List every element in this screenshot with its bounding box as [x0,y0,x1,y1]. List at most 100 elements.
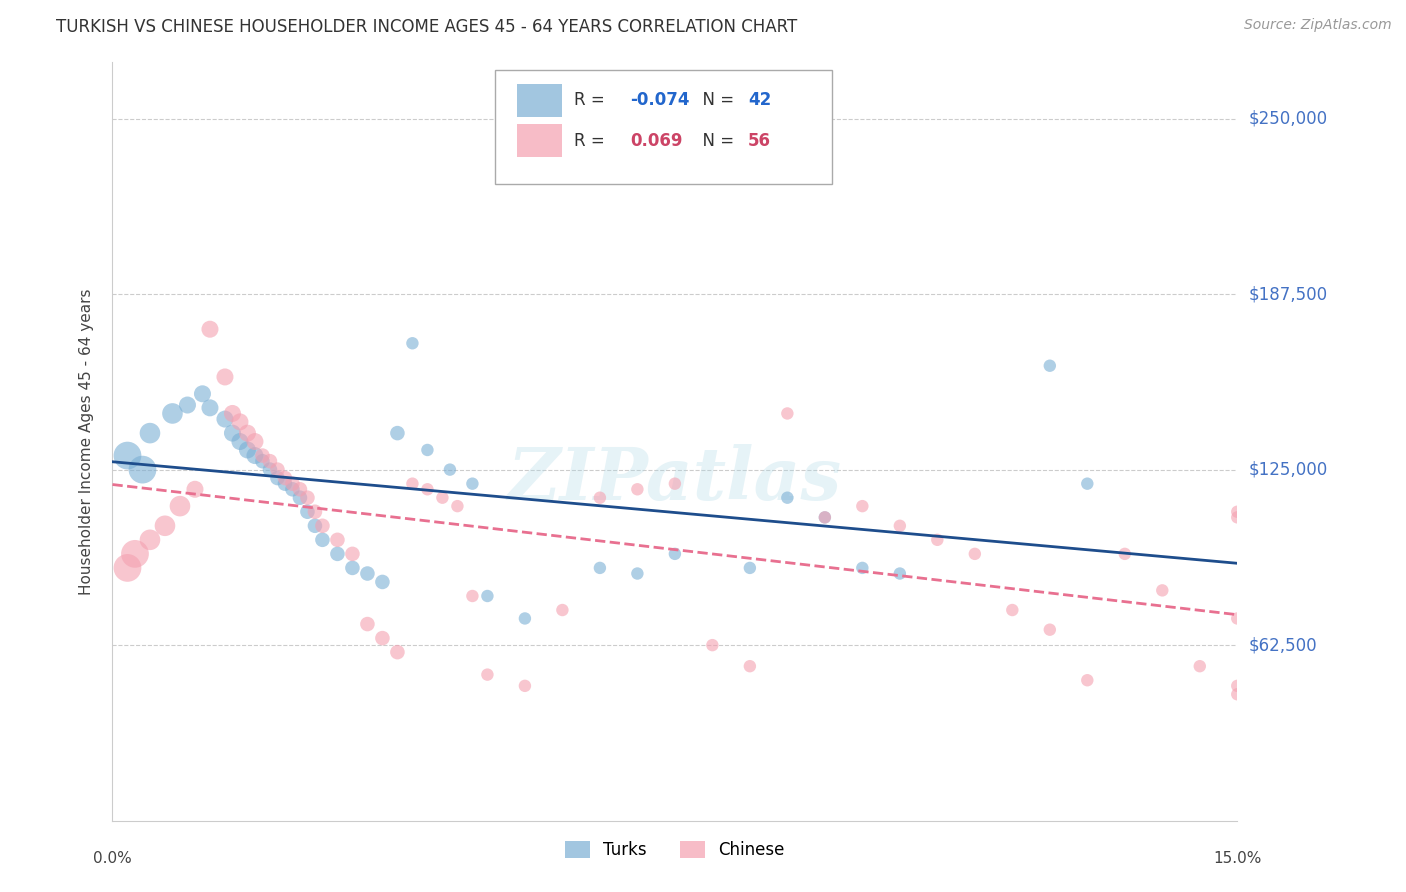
Point [551,603,574,617]
Text: Source: ZipAtlas.com: Source: ZipAtlas.com [1244,18,1392,32]
Point [266,471,288,485]
Text: $125,000: $125,000 [1249,460,1327,479]
Point [326,533,349,547]
Point [252,454,274,468]
Point [738,659,761,673]
Point [1076,476,1098,491]
Point [889,566,911,581]
Point [1226,611,1249,625]
Point [1039,359,1062,373]
Point [304,518,326,533]
Point [288,491,311,505]
Point [139,426,162,441]
Point [229,434,252,449]
Point [243,449,266,463]
Point [776,491,799,505]
Point [221,407,243,421]
Point [401,476,423,491]
Point [477,589,499,603]
Point [117,449,139,463]
Point [214,412,236,426]
Point [274,476,297,491]
Point [776,407,799,421]
Point [1076,673,1098,688]
Point [439,462,461,476]
Point [342,547,364,561]
Point [1226,679,1249,693]
Point [198,401,221,415]
Point [513,611,536,625]
Point [297,505,319,519]
Text: 0.069: 0.069 [630,131,682,150]
Text: ZIPatlas: ZIPatlas [508,444,842,515]
Point [889,518,911,533]
Legend: Turks, Chinese: Turks, Chinese [558,834,792,865]
Point [461,476,484,491]
Point [131,462,153,476]
Point [1226,510,1249,524]
Point [124,547,146,561]
FancyBboxPatch shape [517,124,562,157]
Text: N =: N = [692,131,740,150]
FancyBboxPatch shape [495,70,832,184]
Text: N =: N = [692,91,740,110]
Point [236,442,259,457]
Point [416,483,439,497]
Point [371,574,394,589]
Point [664,476,686,491]
Point [851,499,873,513]
Point [432,491,454,505]
Point [229,415,252,429]
Point [371,631,394,645]
Point [356,617,378,632]
Point [191,386,214,401]
FancyBboxPatch shape [517,84,562,117]
Point [221,426,243,441]
Point [311,518,333,533]
Text: $187,500: $187,500 [1249,285,1327,303]
Point [702,638,724,652]
Text: TURKISH VS CHINESE HOUSEHOLDER INCOME AGES 45 - 64 YEARS CORRELATION CHART: TURKISH VS CHINESE HOUSEHOLDER INCOME AG… [56,18,797,36]
Point [356,566,378,581]
Point [626,566,648,581]
Point [1039,623,1062,637]
Point [851,561,873,575]
Point [184,483,207,497]
Point [1226,687,1249,701]
Text: 42: 42 [748,91,772,110]
Point [266,462,288,476]
Text: 15.0%: 15.0% [1213,851,1261,866]
Text: 56: 56 [748,131,770,150]
Point [1188,659,1211,673]
Point [304,505,326,519]
Point [513,679,536,693]
Point [176,398,198,412]
Point [1152,583,1174,598]
Point [963,547,986,561]
Point [243,434,266,449]
Point [288,483,311,497]
Text: R =: R = [574,91,610,110]
Point [169,499,191,513]
Point [461,589,484,603]
Text: R =: R = [574,131,610,150]
Point [387,645,409,659]
Point [117,561,139,575]
Point [326,547,349,561]
Point [236,426,259,441]
Text: $62,500: $62,500 [1249,636,1317,654]
Point [589,561,612,575]
Point [281,483,304,497]
Point [311,533,333,547]
Y-axis label: Householder Income Ages 45 - 64 years: Householder Income Ages 45 - 64 years [79,288,94,595]
Point [387,426,409,441]
Point [252,449,274,463]
Point [259,462,281,476]
Point [416,442,439,457]
Point [401,336,423,351]
Point [274,471,297,485]
Point [738,561,761,575]
Point [664,547,686,561]
Point [927,533,949,547]
Point [281,476,304,491]
